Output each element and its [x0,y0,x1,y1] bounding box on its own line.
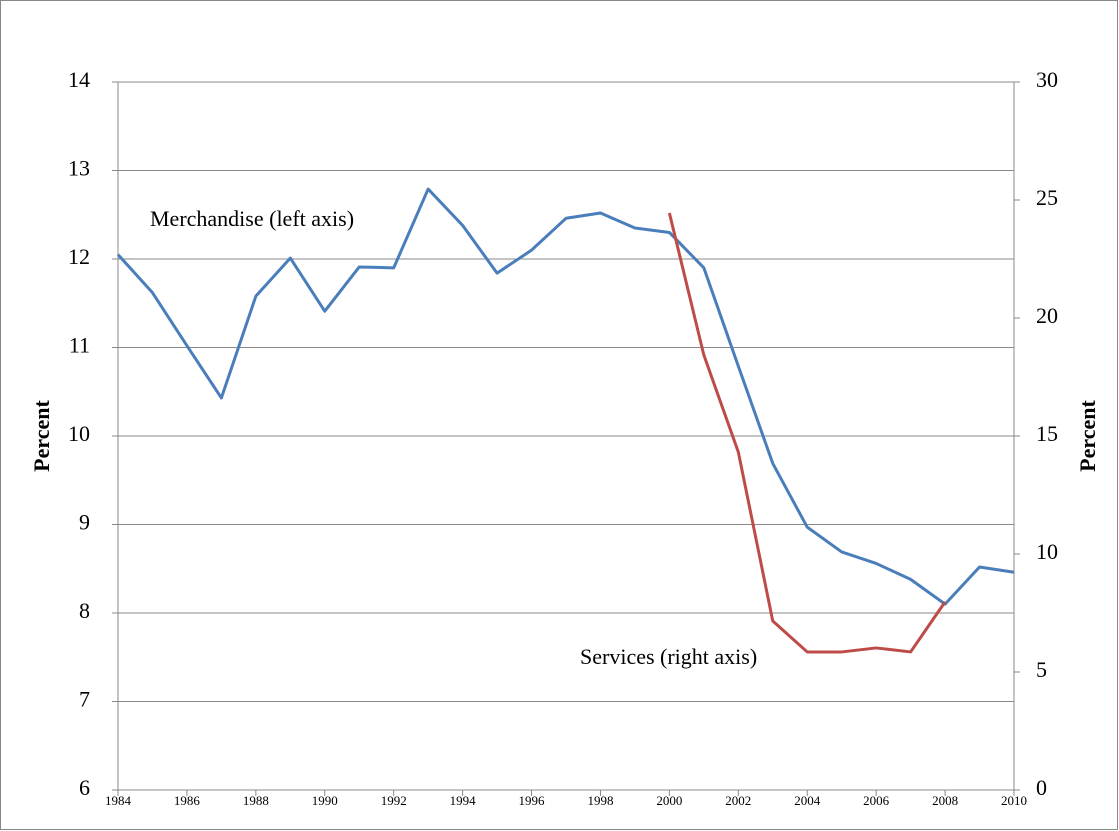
x-tick-label: 1988 [243,793,269,808]
y-tick-label: 12 [68,244,90,269]
y2-tick-label: 5 [1036,657,1047,682]
x-tick-label: 2002 [725,793,751,808]
y2-tick-label: 30 [1036,67,1058,92]
x-tick-label: 1992 [381,793,407,808]
x-tick-label: 1994 [450,793,477,808]
y2-tick-label: 15 [1036,421,1058,446]
x-tick-label: 2000 [656,793,682,808]
x-tick-label: 2004 [794,793,821,808]
x-tick-label: 1986 [174,793,201,808]
y-tick-label: 6 [79,775,90,800]
data-line [116,187,1015,606]
x-tick-label: 1990 [312,793,338,808]
y2-tick-label: 25 [1036,185,1058,210]
y2-tick-label: 20 [1036,303,1058,328]
y-tick-label: 11 [69,333,90,358]
x-tick-label: 1996 [519,793,546,808]
y-tick-label: 9 [79,510,90,535]
y2-tick-label: 10 [1036,539,1058,564]
data-line [667,212,947,654]
x-tick-label: 2010 [1001,793,1027,808]
x-tick-label: 2006 [863,793,890,808]
y2-tick-label: 0 [1036,775,1047,800]
y-tick-label: 13 [68,156,90,181]
y2-axis-label: Percent [1075,400,1100,472]
series-label: Merchandise (left axis) [150,206,354,231]
series-label: Services (right axis) [580,644,757,669]
y-tick-label: 14 [68,67,90,92]
y-tick-label: 8 [79,598,90,623]
x-tick-label: 1998 [587,793,613,808]
y-tick-label: 10 [68,421,90,446]
y-axis-label: Percent [29,400,54,472]
y-tick-label: 7 [79,687,90,712]
x-tick-label: 1984 [105,793,132,808]
x-tick-label: 2008 [932,793,958,808]
